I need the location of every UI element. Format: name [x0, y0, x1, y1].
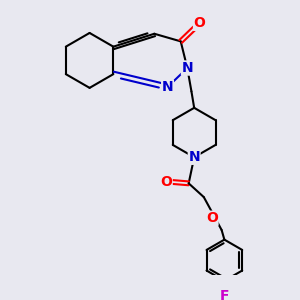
- Text: O: O: [160, 175, 172, 189]
- Text: N: N: [162, 80, 173, 94]
- Text: N: N: [182, 61, 193, 75]
- Text: F: F: [220, 290, 229, 300]
- Text: N: N: [188, 150, 200, 164]
- Text: O: O: [194, 16, 206, 30]
- Text: O: O: [206, 211, 218, 225]
